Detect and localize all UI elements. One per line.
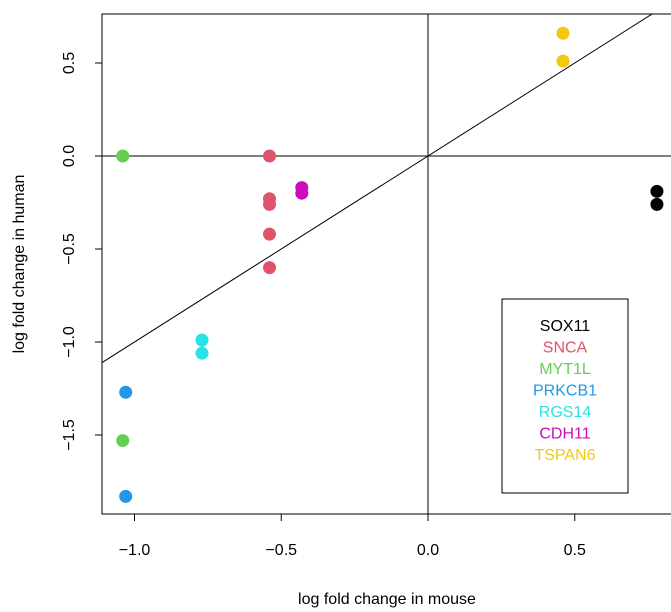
x-axis-label: log fold change in mouse [298, 591, 476, 608]
point-prkcb1 [119, 385, 133, 399]
point-cdh11 [295, 186, 309, 200]
y-axis: −1.5 −1.0 −0.5 0.0 0.5 [61, 52, 102, 451]
legend-entry-tspan6: TSPAN6 [534, 447, 595, 464]
legend-entry-rgs14: RGS14 [539, 404, 592, 421]
x-axis: −1.0 −0.5 0.0 0.5 [119, 514, 586, 559]
point-myt1l [116, 434, 130, 448]
point-rgs14 [195, 333, 209, 347]
point-snca [263, 227, 277, 241]
point-prkcb1 [119, 489, 133, 503]
y-tick-label: 0.0 [61, 145, 78, 167]
x-tick-label: −0.5 [265, 542, 297, 559]
legend-entry-prkcb1: PRKCB1 [533, 383, 597, 400]
point-rgs14 [195, 346, 209, 360]
data-points [116, 26, 664, 503]
legend-entry-cdh11: CDH11 [539, 426, 590, 443]
point-snca [263, 149, 277, 163]
point-tspan6 [556, 54, 570, 68]
legend: SOX11 SNCA MYT1L PRKCB1 RGS14 CDH11 TSPAN6 [501, 298, 629, 494]
point-sox11 [650, 184, 664, 198]
legend-entry-snca: SNCA [543, 340, 588, 357]
y-tick-label: −0.5 [61, 233, 78, 265]
y-tick-label: −1.5 [61, 419, 78, 451]
legend-entry-myt1l: MYT1L [539, 361, 591, 378]
legend-entry-sox11: SOX11 [540, 318, 591, 335]
point-snca [263, 197, 277, 211]
point-sox11 [650, 197, 664, 211]
plot-frame [101, 13, 671, 515]
legend-box [501, 298, 629, 494]
x-tick-label: −1.0 [119, 542, 151, 559]
point-tspan6 [556, 26, 570, 40]
y-tick-label: −1.0 [61, 326, 78, 358]
abline-reference-line [102, 14, 654, 364]
x-tick-label: 0.0 [417, 542, 439, 559]
y-tick-label: 0.5 [61, 52, 78, 74]
x-tick-label: 0.5 [564, 542, 586, 559]
point-myt1l [116, 149, 130, 163]
point-snca [263, 261, 277, 275]
y-axis-label: log fold change in human [11, 175, 28, 354]
